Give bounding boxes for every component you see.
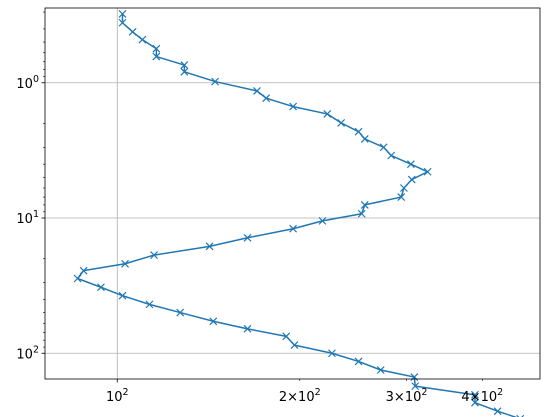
data-point-marker — [406, 160, 415, 169]
data-point-marker — [118, 18, 127, 27]
data-point-marker — [360, 200, 369, 209]
data-point-marker — [152, 44, 161, 53]
tick-label: 3×102 — [386, 387, 428, 405]
data-point-marker — [493, 407, 502, 416]
data-point-marker — [145, 300, 154, 309]
data-point-marker — [337, 118, 346, 127]
data-point-marker — [328, 349, 336, 358]
data-point-marker — [379, 143, 388, 152]
axis-tick-labels: 102 2×102 3×102 4×102 100 101 102 — [16, 74, 503, 405]
data-point-marker — [360, 134, 369, 143]
data-point-marker — [289, 102, 298, 111]
data-point-marker — [471, 390, 479, 399]
grid-lines — [45, 8, 540, 379]
data-point-marker — [471, 398, 479, 407]
data-point-marker — [121, 259, 129, 268]
data-point-marker — [180, 61, 189, 70]
data-point-marker — [138, 35, 147, 44]
data-point-marker — [180, 67, 189, 76]
data-point-marker — [399, 184, 408, 192]
data-point-marker — [205, 242, 214, 251]
data-point-marker — [150, 251, 158, 260]
data-point-marker — [354, 357, 363, 366]
plot-frame — [44, 7, 541, 380]
tick-label: 101 — [16, 209, 39, 227]
data-point-marker — [397, 193, 406, 201]
data-point-marker — [290, 341, 299, 350]
tick-label: 102 — [106, 387, 129, 405]
data-point-marker — [211, 77, 220, 86]
data-point-marker — [387, 151, 396, 160]
tick-label: 100 — [16, 74, 39, 92]
data-point-marker — [128, 27, 137, 36]
data-point-marker — [243, 233, 252, 242]
data-point-marker — [407, 175, 416, 184]
data-point-marker — [376, 366, 385, 374]
data-point-marker — [118, 291, 127, 300]
data-point-marker — [243, 324, 252, 333]
data-point-marker — [118, 10, 127, 18]
data-point-marker — [410, 373, 419, 381]
data-point-marker — [209, 317, 218, 326]
data-point-marker — [423, 167, 432, 176]
data-point-marker — [354, 127, 363, 136]
axis-ticks — [41, 11, 483, 383]
data-point-marker — [318, 216, 327, 225]
data-point-marker — [282, 332, 291, 341]
data-series — [73, 10, 525, 417]
data-point-marker — [289, 224, 298, 233]
data-point-marker — [253, 87, 261, 95]
data-point-marker — [176, 308, 185, 317]
tick-label: 2×102 — [279, 387, 321, 405]
data-point-marker — [79, 266, 88, 275]
data-point-marker — [262, 94, 271, 103]
series-line — [76, 13, 518, 417]
tick-label: 4×102 — [461, 387, 503, 405]
tick-label: 102 — [16, 344, 39, 362]
data-point-marker — [73, 274, 82, 283]
data-point-marker — [411, 382, 420, 391]
data-point-marker — [152, 52, 161, 61]
data-point-marker — [357, 209, 366, 218]
data-point-marker — [323, 110, 332, 118]
data-point-marker — [516, 414, 525, 417]
data-point-marker — [97, 283, 105, 292]
